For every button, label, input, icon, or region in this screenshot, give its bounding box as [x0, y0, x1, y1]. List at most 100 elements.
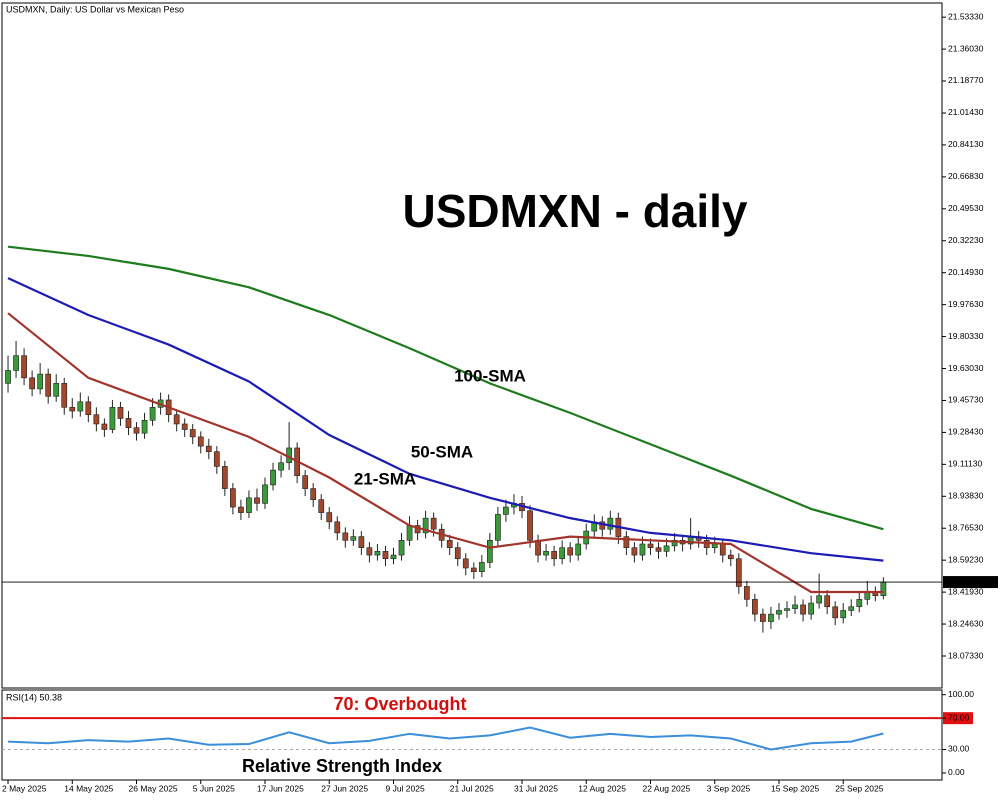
- candle-body: [350, 536, 357, 541]
- candle-body: [567, 547, 574, 556]
- candle-body: [230, 488, 236, 508]
- candle-body: [93, 414, 100, 425]
- candle-body: [768, 613, 774, 622]
- y-tick-label: 18.41930: [948, 586, 984, 596]
- candle-body: [342, 532, 349, 541]
- candle-body: [864, 591, 871, 600]
- rsi-legend: Relative Strength Index: [242, 756, 442, 776]
- candle-body: [880, 581, 887, 596]
- candle-body: [197, 436, 204, 447]
- y-tick-label: 70.00: [948, 712, 970, 722]
- sma-line: [7, 277, 884, 562]
- candle-body: [334, 521, 341, 534]
- candle-body: [559, 547, 566, 560]
- candle-body: [262, 484, 268, 504]
- candle-body: [430, 517, 437, 530]
- y-tick-label: 21.01430: [948, 107, 984, 117]
- candle-body: [503, 506, 509, 515]
- candle-body: [535, 539, 541, 556]
- x-tick-label: 27 Jun 2025: [321, 783, 368, 793]
- candle-body: [735, 558, 742, 587]
- y-tick-label: 21.36030: [948, 43, 984, 53]
- rsi-title: RSI(14) 50.38: [6, 692, 62, 702]
- candle-body: [205, 445, 212, 452]
- candle-body: [816, 595, 822, 604]
- x-tick-label: 3 Sep 2025: [707, 783, 751, 793]
- y-tick-label: 19.97630: [948, 299, 984, 309]
- sma-label: 50-SMA: [411, 442, 473, 461]
- candle-body: [270, 469, 276, 486]
- y-tick-label: 19.11130: [948, 459, 982, 469]
- candle-body: [527, 510, 533, 541]
- candle-body: [302, 475, 309, 489]
- candle-body: [189, 429, 196, 438]
- candle-body: [655, 547, 662, 552]
- candle-body: [575, 543, 582, 556]
- candle-body: [109, 407, 116, 430]
- candle-body: [543, 551, 549, 556]
- y-tick-label: 18.59230: [948, 554, 984, 564]
- y-tick-label: 20.66830: [948, 171, 984, 181]
- candle-body: [133, 427, 140, 434]
- candle-body: [53, 383, 60, 397]
- chart-title: USDMXN - daily: [402, 185, 747, 237]
- candle-body: [173, 414, 180, 425]
- price-panel: [1, 2, 943, 689]
- candle-body: [254, 497, 260, 504]
- candle-body: [743, 586, 750, 600]
- x-tick-label: 31 Jul 2025: [514, 783, 558, 793]
- x-tick-label: 12 Aug 2025: [578, 783, 626, 793]
- y-tick-label: 19.45730: [948, 395, 984, 405]
- candle-body: [719, 543, 726, 556]
- candle-body: [69, 407, 76, 412]
- rsi-annotation: 70: Overbought: [333, 694, 466, 714]
- y-tick-label: 21.18770: [948, 75, 984, 85]
- y-tick-label: 18.76530: [948, 522, 984, 532]
- candle-body: [101, 423, 108, 430]
- x-tick-label: 2 May 2025: [2, 783, 47, 793]
- candle-body: [213, 451, 220, 467]
- x-tick-label: 26 May 2025: [129, 783, 178, 793]
- y-tick-label: 19.80330: [948, 331, 984, 341]
- y-tick-label: 18.07330: [948, 650, 984, 660]
- candle-body: [278, 462, 284, 471]
- candle-body: [125, 418, 132, 428]
- candle-body: [85, 401, 92, 416]
- candle-body: [462, 558, 469, 569]
- sma-line: [7, 312, 884, 594]
- tick-highlight: [943, 712, 973, 725]
- candle-body: [45, 373, 52, 397]
- candle-body: [61, 383, 68, 408]
- last-price-label: 18.47377: [947, 576, 983, 586]
- candle-body: [551, 551, 557, 560]
- x-tick-label: 17 Jun 2025: [257, 783, 304, 793]
- candle-body: [358, 536, 365, 548]
- candle-body: [631, 547, 638, 556]
- candle-body: [326, 512, 333, 523]
- candle-body: [647, 543, 654, 548]
- candle-body: [5, 370, 11, 384]
- candle-body: [639, 543, 646, 556]
- y-tick-label: 100.00: [948, 689, 974, 699]
- y-tick-label: 20.14930: [948, 267, 984, 277]
- candle-body: [37, 373, 44, 390]
- candle-body: [792, 604, 798, 609]
- candle-body: [422, 517, 429, 534]
- candle-body: [21, 355, 27, 379]
- candle-body: [808, 602, 814, 615]
- candle-body: [181, 423, 188, 430]
- candle-body: [470, 567, 477, 572]
- candle-body: [77, 401, 84, 412]
- candle-body: [752, 599, 758, 615]
- candle-body: [663, 545, 670, 552]
- candle-body: [760, 613, 766, 622]
- candle-body: [848, 606, 855, 611]
- candle-body: [784, 608, 790, 611]
- candle-body: [374, 551, 381, 556]
- x-tick-label: 15 Sep 2025: [771, 783, 819, 793]
- chart-label: USDMXN, Daily: US Dollar vs Mexican Peso: [6, 4, 184, 14]
- candle-body: [149, 407, 156, 421]
- candle-body: [382, 551, 389, 560]
- candle-body: [832, 606, 839, 619]
- candle-body: [310, 488, 317, 500]
